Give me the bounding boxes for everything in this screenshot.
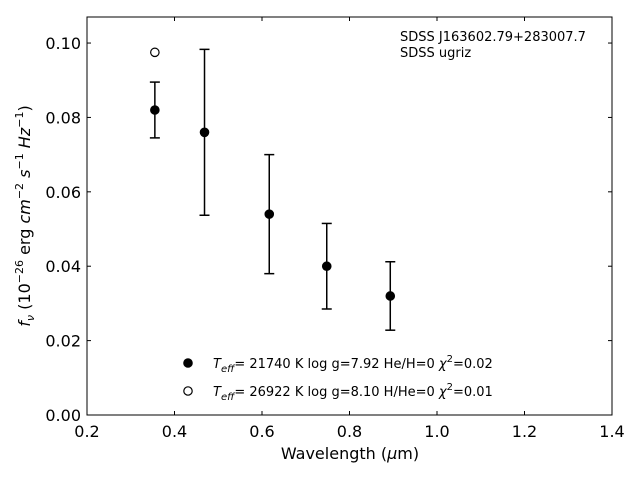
plot-area bbox=[86, 16, 613, 416]
y-tick-label: 0.00 bbox=[45, 406, 81, 425]
x-tick-label: 0.4 bbox=[162, 422, 187, 441]
filled-point bbox=[150, 105, 160, 115]
legend-label: Teff= 21740 K log g=7.92 He/H=0 χ2=0.02 bbox=[213, 354, 493, 375]
filled-point bbox=[321, 261, 332, 272]
y-tick-label: 0.08 bbox=[45, 108, 81, 127]
x-tick-label: 1.2 bbox=[512, 422, 537, 441]
x-tick-label: 1.4 bbox=[599, 422, 624, 441]
y-axis-label: fν (10−26 erg cm−2 s−1 Hz−1) bbox=[13, 105, 37, 326]
legend-marker-open bbox=[183, 386, 193, 396]
y-tick-label: 0.04 bbox=[45, 257, 81, 276]
open-point bbox=[150, 47, 160, 58]
x-tick-label: 0.6 bbox=[249, 422, 274, 441]
y-tick-label: 0.02 bbox=[45, 332, 81, 351]
filled-point bbox=[385, 291, 396, 301]
x-tick-label: 1.0 bbox=[424, 422, 449, 441]
x-tick-label: 0.2 bbox=[74, 422, 99, 441]
legend-marker-filled bbox=[183, 358, 193, 368]
x-tick-label: 0.8 bbox=[337, 422, 362, 441]
legend-label: Teff= 26922 K log g=8.10 H/He=0 χ2=0.01 bbox=[213, 382, 493, 403]
x-axis: 0.2 0.4 0.6 0.8 1.0 1.2 1.4 bbox=[74, 17, 625, 441]
legend: Teff= 21740 K log g=7.92 He/H=0 χ2=0.02 T… bbox=[183, 354, 493, 403]
annotation-bands: SDSS ugriz bbox=[400, 46, 471, 61]
filled-point bbox=[199, 127, 210, 138]
annotation-object: SDSS J163602.79+283007.7 bbox=[400, 30, 586, 45]
filled-point bbox=[264, 209, 275, 219]
x-axis-label: Wavelength (μm) bbox=[281, 444, 419, 463]
data-points bbox=[150, 47, 396, 301]
y-tick-label: 0.06 bbox=[45, 183, 81, 202]
y-axis: 0.00 0.02 0.04 0.06 0.08 0.10 bbox=[45, 34, 612, 425]
y-tick-label: 0.10 bbox=[45, 34, 81, 53]
